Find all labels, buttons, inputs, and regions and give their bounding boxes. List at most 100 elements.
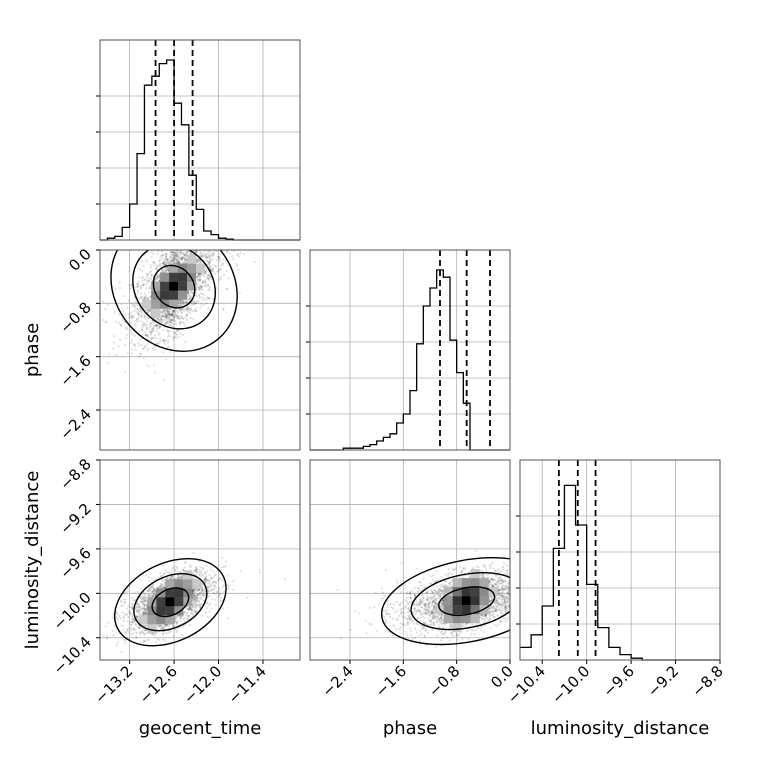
scatter-point <box>161 315 164 318</box>
scatter-point <box>196 247 198 249</box>
scatter-point <box>172 624 175 628</box>
scatter-point <box>129 612 132 615</box>
scatter-point <box>106 303 109 307</box>
scatter-point <box>157 331 160 335</box>
scatter-point <box>189 251 193 255</box>
scatter-point <box>137 342 140 345</box>
scatter-point <box>174 254 177 257</box>
scatter-point <box>157 319 160 322</box>
scatter-point <box>161 579 164 582</box>
scatter-point <box>171 258 175 261</box>
scatter-point <box>168 256 172 259</box>
scatter-point <box>195 250 199 253</box>
scatter-point <box>135 304 138 307</box>
scatter-point <box>176 629 179 632</box>
scatter-point <box>175 259 178 262</box>
scatter-point <box>178 260 182 263</box>
scatter-point <box>124 343 127 347</box>
scatter-point <box>198 603 201 606</box>
scatter-point <box>122 598 125 601</box>
scatter-point <box>180 576 183 579</box>
scatter-point <box>173 316 176 319</box>
scatter-point <box>199 604 202 607</box>
scatter-point <box>169 575 172 579</box>
scatter-point <box>212 576 215 579</box>
scatter-point <box>138 268 142 271</box>
scatter-point <box>166 234 168 236</box>
scatter-point <box>203 235 205 237</box>
scatter-point <box>148 326 151 329</box>
scatter-point <box>198 296 201 300</box>
scatter-point <box>155 325 158 328</box>
scatter-point <box>160 250 164 253</box>
scatter-point <box>169 351 172 354</box>
scatter-point <box>139 631 142 634</box>
scatter-point <box>201 588 204 591</box>
scatter-point <box>194 599 198 602</box>
scatter-point <box>158 625 161 628</box>
scatter-point <box>166 268 169 271</box>
scatter-point <box>183 261 186 264</box>
scatter-point <box>197 588 201 592</box>
scatter-point <box>194 588 197 591</box>
scatter-point <box>161 633 165 636</box>
scatter-point <box>195 309 198 313</box>
scatter-point <box>184 307 187 310</box>
scatter-point <box>190 608 193 612</box>
scatter-point <box>165 624 168 627</box>
scatter-point <box>227 574 230 577</box>
scatter-point <box>162 308 165 311</box>
scatter-point <box>166 341 170 344</box>
scatter-point <box>141 320 144 323</box>
scatter-point <box>166 266 170 269</box>
scatter-point <box>189 606 192 610</box>
scatter-point <box>218 247 220 249</box>
scatter-point <box>147 575 151 579</box>
scatter-point <box>171 251 174 254</box>
scatter-point <box>172 317 175 320</box>
scatter-point <box>192 599 195 602</box>
scatter-point <box>136 618 139 621</box>
scatter-point <box>119 599 123 603</box>
scatter-point <box>142 283 145 287</box>
scatter-point <box>175 254 178 257</box>
scatter-point <box>235 263 238 266</box>
scatter-point <box>181 252 184 255</box>
scatter-point <box>204 282 207 285</box>
scatter-point <box>111 634 115 637</box>
scatter-point <box>133 343 136 346</box>
scatter-point <box>150 591 153 594</box>
scatter-point <box>145 343 149 346</box>
scatter-point <box>186 617 189 621</box>
scatter-point <box>163 321 167 325</box>
scatter-point <box>181 615 184 618</box>
scatter-point <box>197 274 200 277</box>
scatter-point <box>229 235 231 237</box>
scatter-point <box>175 316 178 319</box>
scatter-point <box>176 258 180 261</box>
scatter-point <box>145 612 148 615</box>
scatter-point <box>206 615 210 619</box>
scatter-point <box>197 286 200 289</box>
scatter-point <box>77 335 79 337</box>
scatter-point <box>192 589 195 592</box>
scatter-point <box>163 261 166 264</box>
scatter-point <box>195 593 199 596</box>
scatter-point <box>179 300 183 303</box>
scatter-point <box>167 258 170 261</box>
scatter-point <box>165 261 169 265</box>
scatter-point <box>148 330 152 333</box>
scatter-point <box>183 246 185 248</box>
scatter-point <box>178 571 182 574</box>
scatter-point <box>144 333 147 337</box>
scatter-point <box>194 588 197 591</box>
scatter-point <box>162 632 165 635</box>
scatter-point <box>159 325 162 329</box>
scatter-point <box>141 607 144 610</box>
scatter-point <box>216 569 219 572</box>
scatter-point <box>149 295 152 299</box>
scatter-point <box>183 610 186 613</box>
scatter-point <box>171 313 174 317</box>
scatter-point <box>136 282 139 285</box>
scatter-point <box>144 323 147 326</box>
